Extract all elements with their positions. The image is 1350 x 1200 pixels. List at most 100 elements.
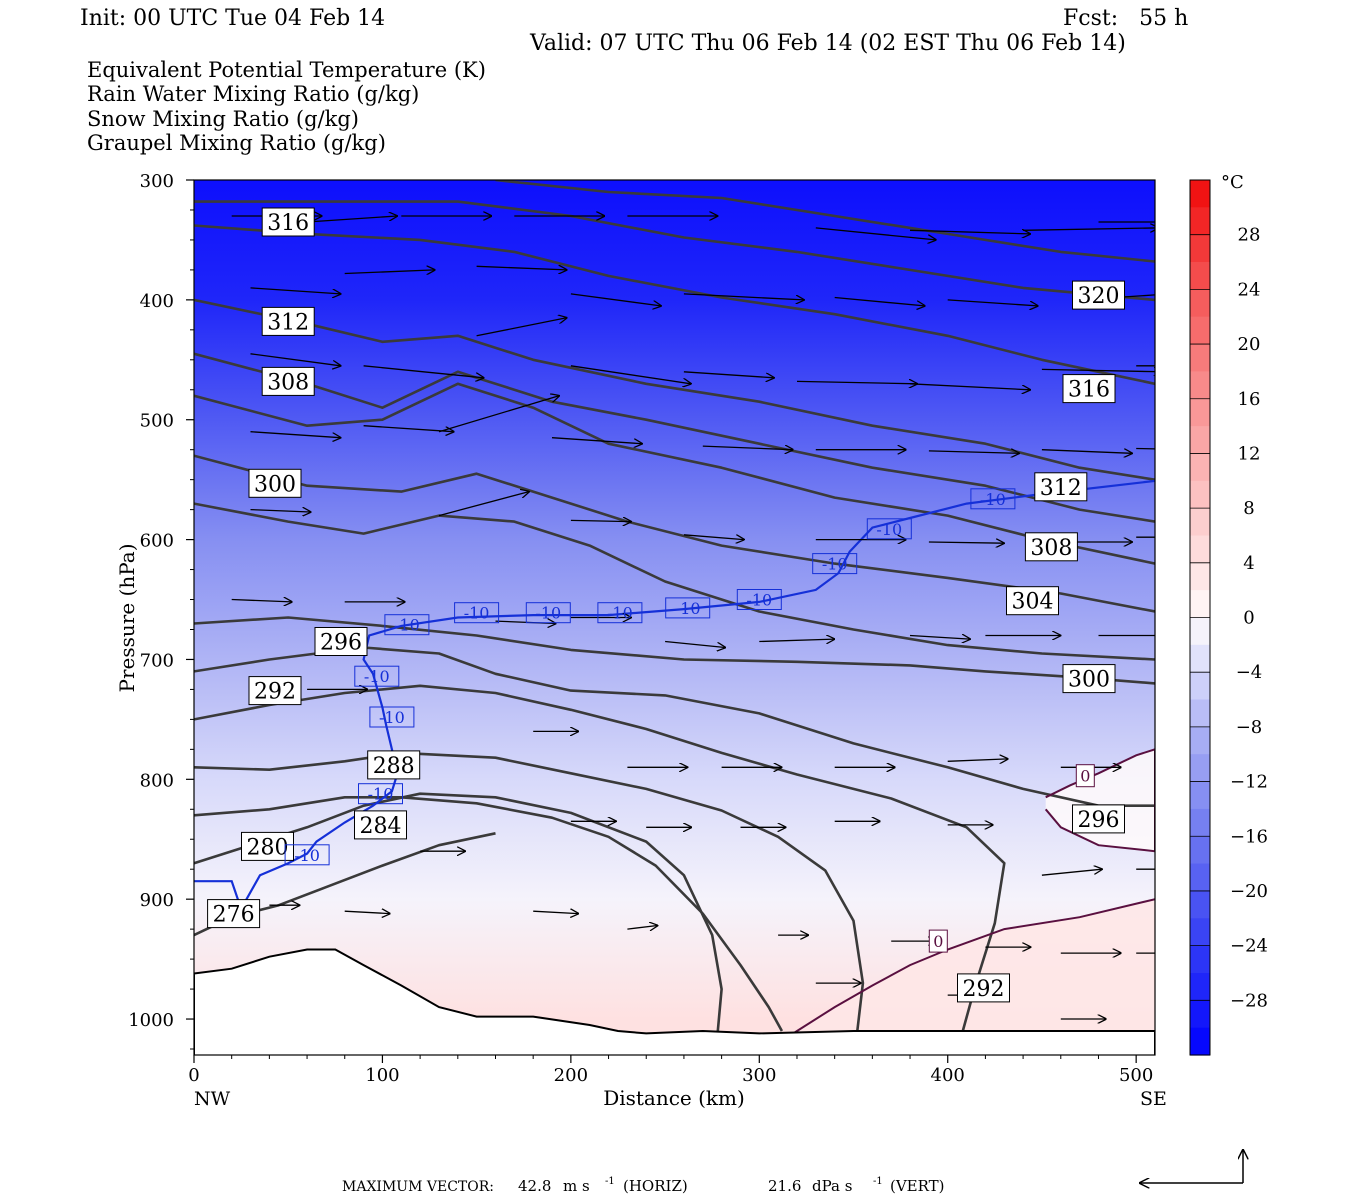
isotherm-label-text: -10	[394, 616, 420, 635]
x-tick-label: 100	[365, 1065, 399, 1086]
wind-vector	[250, 287, 341, 294]
isotherm-label-minus10: -10	[665, 597, 711, 619]
wind-vector	[476, 266, 567, 270]
max-horiz-value: 42.8	[518, 1177, 551, 1195]
isotherm-label-zero: 0	[1075, 764, 1095, 788]
isotherm-label-text: -10	[746, 591, 772, 610]
isotherm-label-zero: 0	[928, 929, 948, 953]
theta-e-label-276: 276	[207, 899, 261, 929]
x-tick-label: 200	[554, 1065, 588, 1086]
forecast-hour: Fcst: 55 h	[1063, 6, 1188, 31]
max-vert-unit-exponent: -1	[873, 1176, 883, 1187]
x-tick-label: 300	[742, 1065, 776, 1086]
theta-e-label-312: 312	[1034, 472, 1088, 502]
colorbar-segment	[1190, 234, 1210, 263]
wind-vector	[909, 383, 1030, 390]
theta-e-contour-328	[194, 200, 1155, 302]
theta-e-label-308: 308	[261, 366, 315, 396]
colorbar-segment	[1190, 262, 1210, 290]
wind-vector	[928, 451, 1019, 453]
isotherm-label-text: -10	[876, 520, 902, 539]
theta-e-label-text: 300	[254, 472, 296, 497]
field-label-rain: Rain Water Mixing Ratio (g/kg)	[87, 82, 419, 106]
isotherm-label-text: -10	[464, 604, 490, 623]
max-vector-label: MAXIMUM VECTOR:	[342, 1179, 494, 1195]
colorbar-tick-label: −16	[1230, 826, 1268, 847]
theta-e-label-284: 284	[354, 810, 407, 840]
isotherm-labels: -10 -10 -10 -10 -10 -10 -10 -10 -10 -10 -10 -10 -10 0…	[284, 488, 1095, 953]
theta-e-label-text: 284	[360, 814, 402, 839]
theta-e-label-text: 276	[213, 903, 255, 928]
isotherm-zero-lower	[758, 898, 1155, 1055]
colorbar-tick-label: −24	[1230, 936, 1268, 957]
wind-vector	[928, 542, 1004, 543]
y-axis: 300 400 500 600 700 800 900 1000	[128, 171, 194, 1050]
wind-vector	[702, 446, 793, 450]
colorbar-segment	[1190, 316, 1210, 345]
theta-e-label-292: 292	[248, 676, 302, 706]
wind-vector	[551, 437, 642, 444]
colorbar-segment	[1190, 562, 1210, 591]
isotherm-label-text: -10	[364, 667, 390, 686]
colorbar-tick-label: −20	[1230, 881, 1268, 902]
isotherm-label-text: -10	[822, 555, 848, 574]
theta-e-label-288: 288	[367, 750, 421, 780]
colorbar-tick-label: 24	[1238, 279, 1261, 300]
colorbar-tick-label: 12	[1238, 443, 1261, 464]
theta-e-label-text: 308	[267, 370, 309, 395]
colorbar-segment	[1190, 1000, 1210, 1029]
isotherm-label-minus10: -10	[384, 614, 430, 636]
wind-vector	[665, 640, 725, 648]
colorbar-tick-label: 28	[1238, 225, 1261, 246]
wind-vector	[363, 425, 454, 432]
field-label-theta-e: Equivalent Potential Temperature (K)	[87, 58, 486, 82]
theta-e-label-312: 312	[261, 306, 315, 336]
colorbar-segment	[1190, 781, 1210, 810]
wind-vector	[231, 600, 292, 602]
wind-vector	[476, 318, 567, 337]
wind-vector	[363, 365, 484, 378]
y-tick-label: 1000	[128, 1010, 174, 1031]
theta-e-contour-304	[194, 502, 1155, 661]
isotherm-label-minus10: -10	[284, 844, 330, 866]
colorbar-segment	[1190, 453, 1210, 482]
colorbar-tick-label: 20	[1238, 334, 1261, 355]
theta-e-contour-284	[194, 796, 784, 1032]
colorbar-segment	[1190, 590, 1210, 619]
theta-e-label-text: 316	[267, 211, 309, 236]
isotherm-label-minus10: -10	[354, 665, 400, 687]
theta-e-label-text: 312	[1040, 476, 1082, 501]
theta-e-label-text: 308	[1030, 536, 1072, 561]
colorbar-segment	[1190, 973, 1210, 1001]
wind-vector	[683, 293, 804, 300]
max-vector-footer: MAXIMUM VECTOR: 42.8 m s -1 (HORIZ) 21.6…	[342, 1150, 1243, 1195]
theta-e-label-308: 308	[1024, 532, 1078, 562]
colorbar-segment	[1190, 1027, 1210, 1056]
wind-vector	[815, 227, 936, 240]
colorbar-tick-label: −28	[1230, 990, 1268, 1011]
field-label-snow: Snow Mixing Ratio (g/kg)	[87, 107, 359, 131]
y-tick-label: 400	[140, 291, 174, 312]
isotherm-label-text: 0	[1080, 767, 1090, 786]
terrain-profile	[194, 948, 1155, 1055]
max-horiz-tag: (HORIZ)	[623, 1177, 688, 1195]
theta-e-labels: 316 312 308 300 296 292 288 284 280 276 320 316 312 3…	[207, 207, 1125, 1003]
colorbar-segment	[1190, 836, 1210, 865]
x-tick-label: 400	[931, 1065, 965, 1086]
colorbar-segment	[1190, 808, 1210, 837]
y-tick-label: 700	[140, 650, 174, 671]
wind-vector	[533, 911, 578, 913]
wind-vector	[307, 216, 397, 223]
x-axis: 0 100 200 300 400 500	[188, 1055, 1153, 1086]
wind-vector	[947, 759, 1008, 761]
isotherm-label-text: -10	[535, 604, 561, 623]
theta-e-label-296: 296	[1072, 804, 1125, 834]
x-end-label-left: NW	[194, 1088, 231, 1110]
theta-e-label-text: 300	[1068, 668, 1110, 693]
theta-e-label-text: 296	[320, 631, 362, 656]
colorbar-segment	[1190, 180, 1210, 208]
colorbar-tick-label: 8	[1243, 498, 1254, 519]
colorbar-tick-label: −8	[1236, 717, 1263, 738]
theta-e-label-text: 312	[267, 310, 309, 335]
colorbar-tick-label: −4	[1236, 662, 1263, 683]
